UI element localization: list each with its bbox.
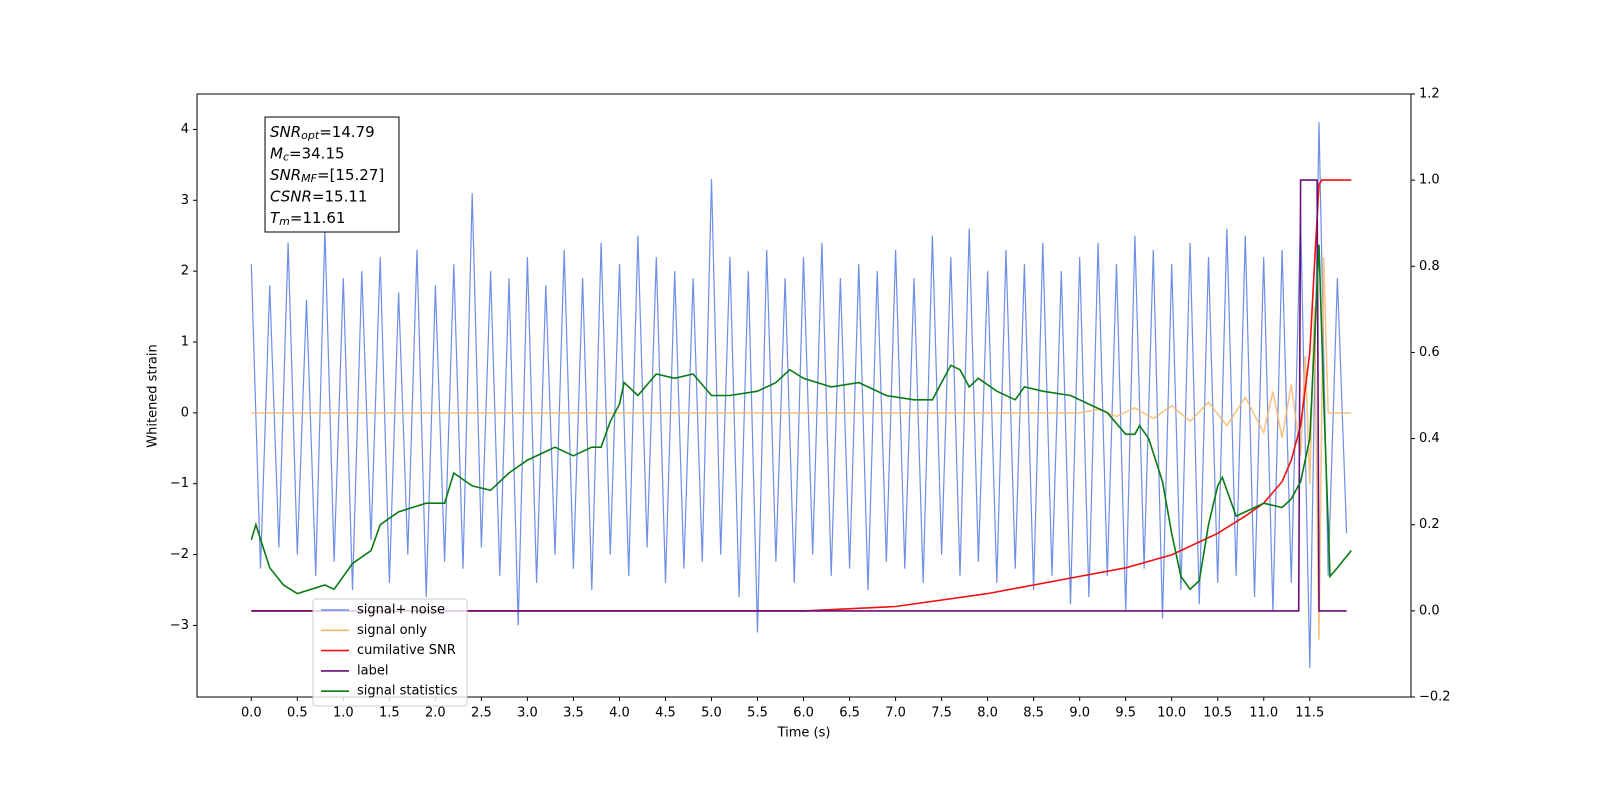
y2-tick-label: 0.8 [1419,259,1440,274]
y-axis-label: Whitened strain [146,344,161,447]
legend-label: signal+ noise [357,603,445,618]
annotation-value: =[15.27] [317,166,384,184]
annotation-subscript: MF [301,172,317,185]
plot-frame [196,93,1412,698]
series-line [250,244,1352,595]
annotation-subscript: c [283,151,289,164]
annotation-subscript: opt [301,129,320,142]
annotation-line: Mc=34.15 [270,144,345,164]
annotation-box [264,116,400,233]
y2-tick-label: −0.2 [1419,690,1451,705]
annotation-line: Tm=11.61 [270,209,345,229]
y-tick-label: 2 [181,264,189,279]
annotation-symbol: T [270,209,281,227]
x-tick-label: 11.5 [1295,706,1324,721]
annotation-value: =14.79 [319,123,375,141]
annotation-value: =11.61 [290,209,346,227]
y-tick-label: −1 [170,476,189,491]
y2-tick-label: 1.2 [1419,87,1440,102]
x-tick-label: 0.0 [241,706,262,721]
y-tick-label: −3 [170,618,189,633]
series-line [250,122,1348,668]
x-tick-label: 1.0 [333,706,354,721]
annotation-line: SNRMF=[15.27] [270,166,384,186]
y2-tick-label: 0.2 [1419,517,1440,532]
y2-tick-label: 0.0 [1419,603,1440,618]
x-tick-label: 4.0 [609,706,630,721]
x-tick-label: 9.5 [1115,706,1136,721]
series-line [251,179,1352,612]
annotation-symbol: CSNR [270,187,312,205]
legend-label: signal statistics [357,684,458,699]
x-tick-label: 7.5 [931,706,952,721]
x-tick-label: 1.5 [379,706,400,721]
annotation-symbol: M [270,144,283,162]
series-line [251,179,1347,612]
y2-tick-label: 1.0 [1419,173,1440,188]
x-axis-label: Time (s) [777,726,831,741]
x-tick-label: 11.0 [1249,706,1278,721]
annotation-symbol: SNR [270,166,301,184]
x-tick-label: 10.5 [1203,706,1232,721]
x-tick-label: 3.0 [517,706,538,721]
legend-label: signal only [357,623,427,638]
x-tick-label: 8.5 [1023,706,1044,721]
x-tick-label: 10.0 [1157,706,1186,721]
annotation-value: =34.15 [289,144,345,162]
x-tick-label: 0.5 [287,706,308,721]
annotation-line: SNRopt=14.79 [270,123,375,143]
y-tick-label: 4 [181,122,189,137]
x-tick-label: 2.0 [425,706,446,721]
annotation-subscript: m [279,215,290,228]
legend-box [312,598,468,707]
annotation-value: =15.11 [312,187,368,205]
x-tick-label: 5.5 [747,706,768,721]
x-tick-label: 7.0 [885,706,906,721]
x-tick-label: 3.5 [563,706,584,721]
y-tick-label: 3 [181,193,189,208]
y-tick-label: 1 [181,335,189,350]
y-tick-label: 0 [181,405,189,420]
x-tick-label: 5.0 [701,706,722,721]
x-tick-label: 8.0 [977,706,998,721]
y-tick-label: −2 [170,547,189,562]
x-tick-label: 2.5 [471,706,492,721]
series-line [251,256,1352,640]
y2-tick-label: 0.4 [1419,431,1440,446]
x-tick-label: 6.5 [839,706,860,721]
x-tick-label: 4.5 [655,706,676,721]
legend-label: label [357,663,388,678]
y2-tick-label: 0.6 [1419,345,1440,360]
annotation-line: CSNR=15.11 [270,187,367,205]
x-tick-label: 6.0 [793,706,814,721]
legend-label: cumilative SNR [357,643,456,658]
annotation-symbol: SNR [270,123,301,141]
x-tick-label: 9.0 [1069,706,1090,721]
